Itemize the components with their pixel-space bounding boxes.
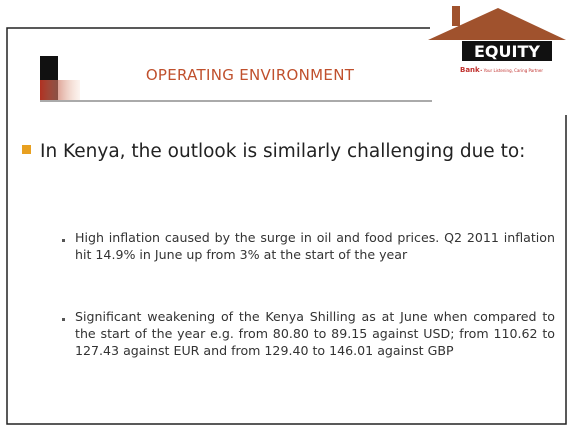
logo-tagline: • Your Listening, Caring Partner (480, 68, 543, 73)
slide-title: OPERATING ENVIRONMENT (145, 66, 355, 84)
logo-chimney (452, 6, 460, 26)
deco-red (40, 80, 80, 100)
logo-name: EQUITY (474, 42, 540, 61)
bullet-text: In Kenya, the outlook is similarly chall… (40, 141, 526, 162)
sub-bullet-marker (62, 239, 65, 242)
sub-bullet-text: Significant weakening of the Kenya Shill… (75, 309, 555, 358)
sub-bullet-marker (62, 318, 65, 321)
logo-roof (428, 8, 566, 40)
logo-box (462, 41, 552, 61)
bullet-marker (22, 145, 31, 154)
logo-sub: Bank (460, 66, 480, 74)
border (6, 27, 567, 425)
sub-bullet-text: High inflation caused by the surge in oi… (75, 230, 555, 262)
